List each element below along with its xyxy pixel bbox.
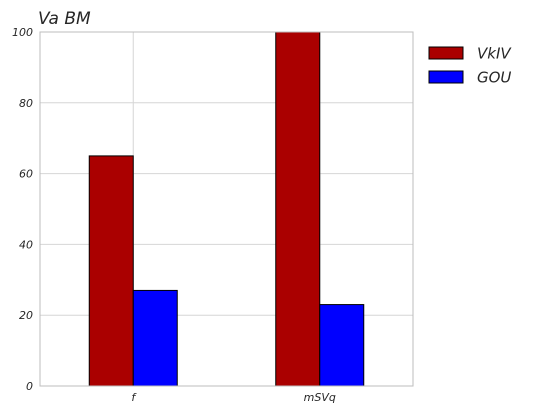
y-tick-label: 0 [26,380,33,393]
x-tick-label: mSVq [304,391,336,404]
legend-label: VkIV [477,45,512,63]
y-tick-label: 40 [19,238,33,251]
y-tick-label: 20 [19,309,33,322]
legend: VkIV GOU [429,45,512,87]
chart-title: Va BM [38,9,91,29]
legend-swatch [429,47,463,59]
bar-VkIV-f [89,156,133,386]
y-tick-label: 80 [19,97,33,110]
bar-GOU-mSVq [320,305,364,386]
bar-VkIV-mSVq [276,32,320,386]
bar-GOU-f [133,290,177,386]
x-tick-label: f [131,391,137,404]
y-axis: 0 20 40 60 80 100 [12,26,33,393]
x-axis: f mSVq [131,391,336,404]
bars [89,32,364,386]
y-tick-label: 100 [12,26,33,39]
legend-label: GOU [477,69,511,87]
legend-swatch [429,71,463,83]
y-tick-label: 60 [19,168,33,181]
